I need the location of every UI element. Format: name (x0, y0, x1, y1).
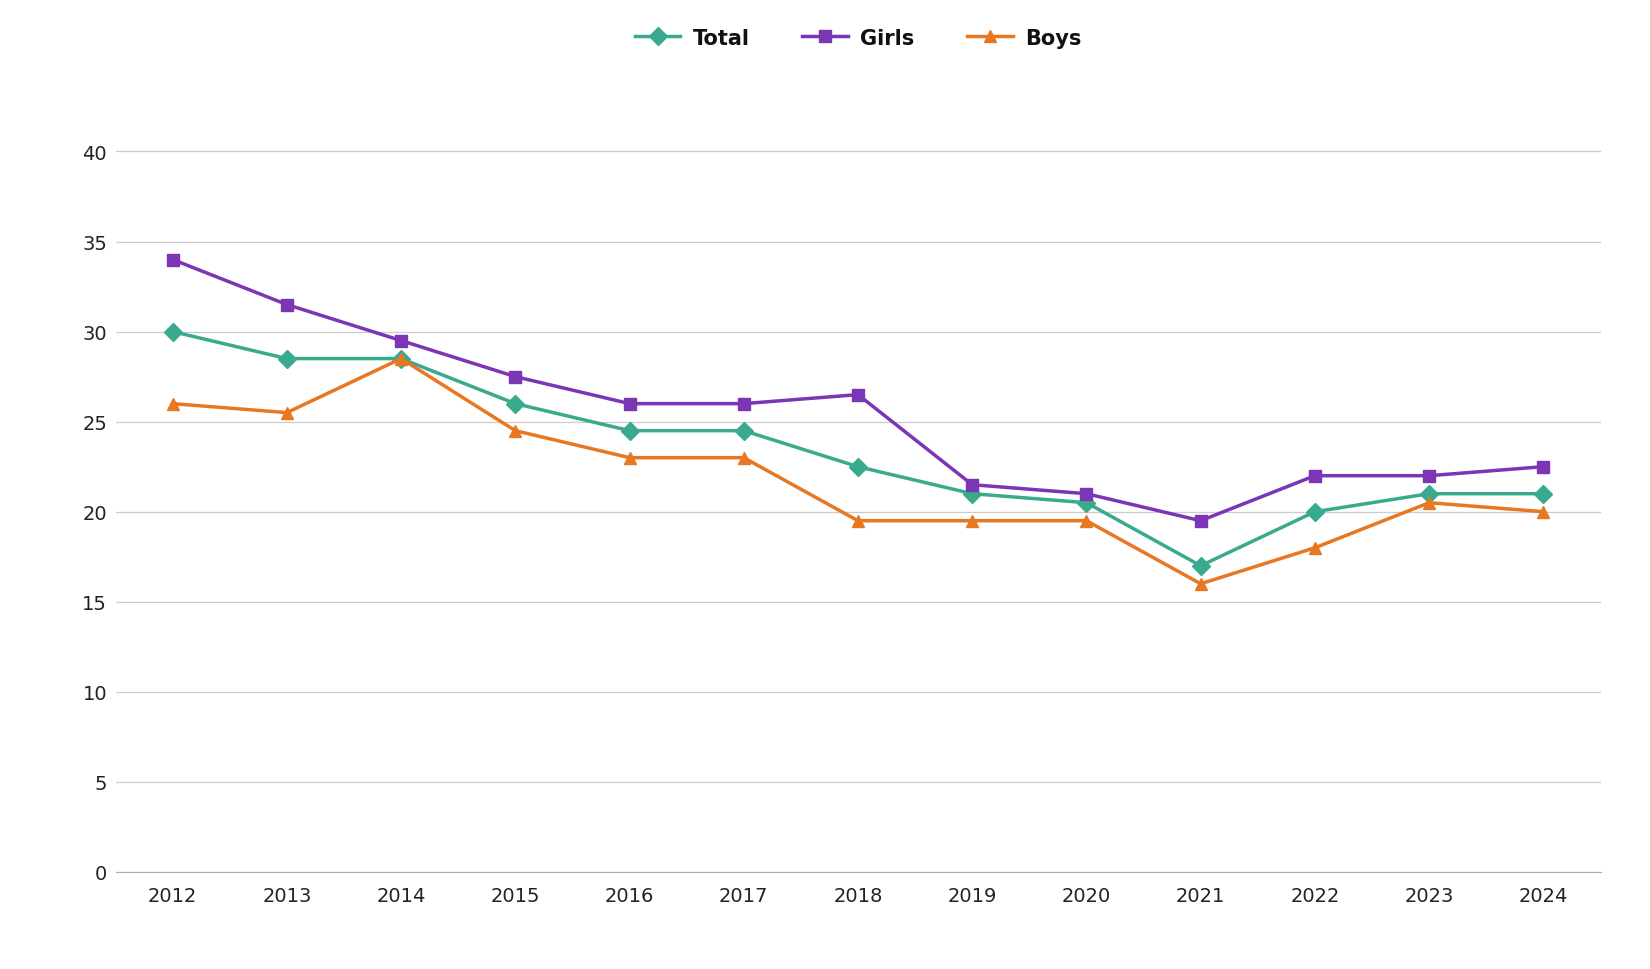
Total (1533, 488, 1553, 500)
Total (620, 425, 640, 437)
Legend: Total, Girls, Boys: Total, Girls, Boys (635, 28, 1081, 48)
Boys (163, 398, 183, 410)
Boys (620, 453, 640, 464)
Boys (1533, 507, 1553, 518)
Total (1419, 488, 1439, 500)
Boys (1305, 543, 1325, 554)
Boys (1419, 497, 1439, 509)
Total (1076, 497, 1096, 509)
Boys (848, 516, 868, 527)
Girls (1191, 516, 1211, 527)
Girls (848, 390, 868, 401)
Total (734, 425, 754, 437)
Line: Boys: Boys (167, 353, 1549, 590)
Girls (1076, 488, 1096, 500)
Boys (1191, 578, 1211, 590)
Boys (962, 516, 982, 527)
Girls (391, 335, 411, 347)
Total (277, 354, 297, 365)
Girls (1305, 470, 1325, 482)
Girls (620, 398, 640, 410)
Girls (734, 398, 754, 410)
Boys (277, 407, 297, 419)
Girls (1419, 470, 1439, 482)
Line: Total: Total (167, 326, 1549, 573)
Boys (505, 425, 525, 437)
Girls (163, 255, 183, 266)
Girls (277, 299, 297, 311)
Total (163, 327, 183, 338)
Girls (1533, 461, 1553, 473)
Boys (1076, 516, 1096, 527)
Total (505, 398, 525, 410)
Boys (734, 453, 754, 464)
Total (1191, 560, 1211, 572)
Total (391, 354, 411, 365)
Total (1305, 507, 1325, 518)
Boys (391, 354, 411, 365)
Total (848, 461, 868, 473)
Line: Girls: Girls (167, 254, 1549, 527)
Total (962, 488, 982, 500)
Girls (505, 371, 525, 383)
Girls (962, 480, 982, 491)
